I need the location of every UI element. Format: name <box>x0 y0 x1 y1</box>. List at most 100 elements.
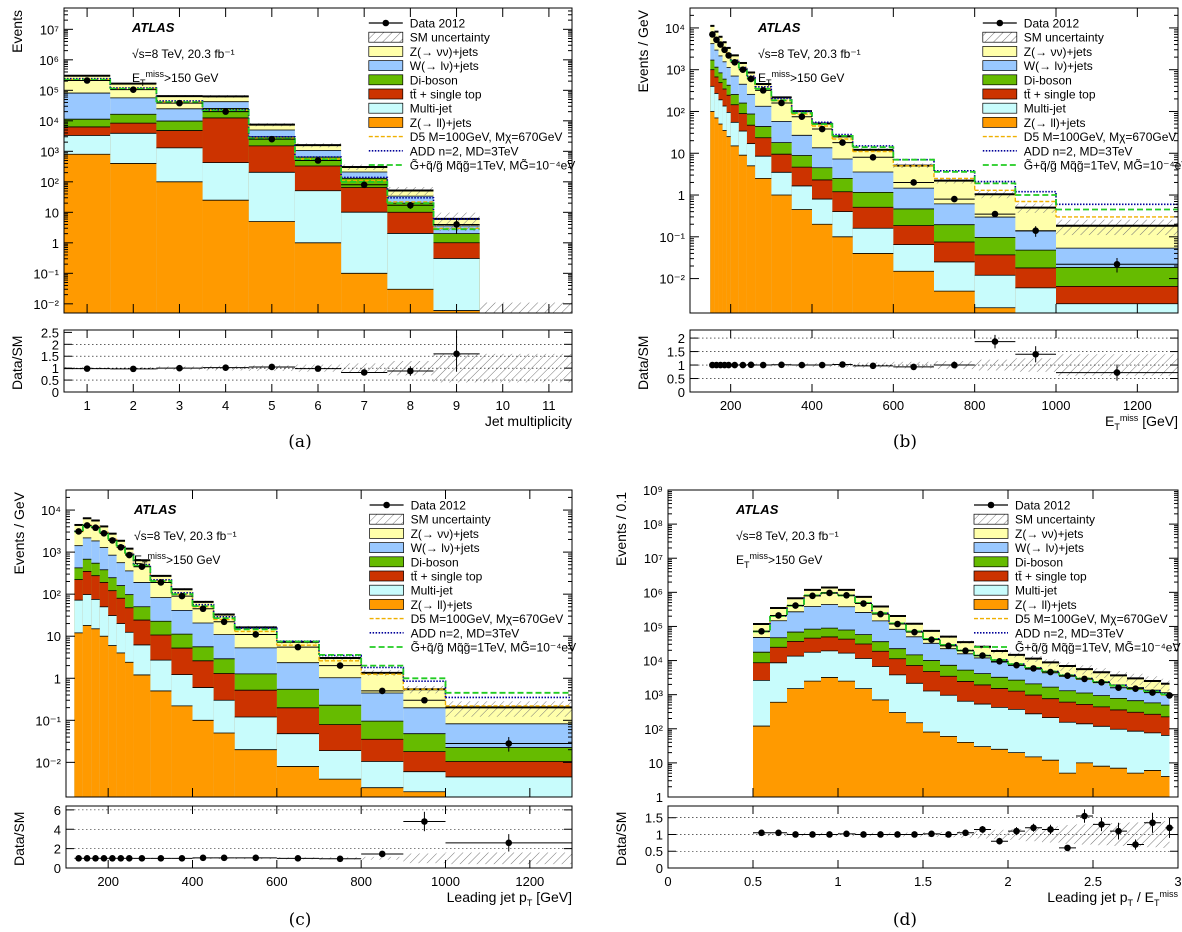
data-point <box>709 31 716 38</box>
ratio-y-tick-label: 0 <box>678 385 685 400</box>
stack-bar-zll <box>722 130 727 313</box>
legend-swatch-zll <box>973 599 1009 610</box>
legend-swatch-znunu <box>368 46 404 57</box>
data-point <box>1115 684 1122 692</box>
stack-bar-zll <box>403 791 446 797</box>
stack-bar-multijet <box>1161 735 1170 797</box>
data-point <box>109 537 116 544</box>
data-point <box>1064 672 1071 679</box>
data-point <box>421 696 428 704</box>
ratio-point <box>125 855 133 862</box>
ratio-unc-band <box>1015 358 1056 372</box>
legend-label-ttbar: tt̄ + single top <box>410 88 482 102</box>
ratio-point <box>129 365 137 373</box>
data-point <box>792 602 799 609</box>
legend-swatch-diboson <box>982 74 1018 86</box>
stack-bar-zll <box>110 163 157 313</box>
ratio-y-tick-label: 4 <box>54 822 61 837</box>
y-tick-label: 10³ <box>644 688 663 703</box>
energy-label: √s=8 TeV, 20.3 fb⁻¹ <box>134 529 237 543</box>
ratio-point <box>758 829 765 837</box>
legend-label-diboson: Di-boson <box>411 555 459 569</box>
legend-unc-swatch <box>982 31 1018 43</box>
data-point <box>138 563 146 570</box>
ratio-point <box>1047 826 1054 833</box>
legend-swatch-wlnu <box>368 60 404 71</box>
ratio-point <box>117 855 125 862</box>
data-point <box>877 610 884 618</box>
panel-caption: (a) <box>288 432 311 452</box>
ratio-frame <box>689 329 1179 393</box>
data-point <box>991 210 999 218</box>
ratio-point <box>157 855 165 862</box>
panel-caption: (b) <box>893 432 917 452</box>
panel-caption: (d) <box>893 910 917 930</box>
stack-bar-zll <box>812 224 833 313</box>
ratio-point <box>199 854 207 862</box>
data-point <box>843 591 850 599</box>
data-point <box>505 740 513 747</box>
ratio-point <box>725 361 732 369</box>
ratio-point <box>839 361 846 368</box>
ratio-point <box>759 361 767 369</box>
data-point <box>721 46 728 54</box>
ratio-y-tick-label: 2 <box>52 337 59 352</box>
panel-caption: (c) <box>289 910 312 930</box>
ratio-point <box>83 365 91 372</box>
legend-label-multijet: Multi-jet <box>1015 584 1058 598</box>
y-tick-label: 10² <box>644 722 663 737</box>
stack-bar-zll <box>718 124 723 313</box>
ratio-unc-band <box>1059 825 1076 844</box>
data-point <box>739 66 747 74</box>
legend-label-ttbar: tt̄ + single top <box>1024 88 1096 102</box>
legend-label-zll: Z(→ ll)+jets <box>1015 598 1077 612</box>
stack-bar-multijet <box>1015 287 1056 313</box>
y-tick-label: 10⁸ <box>643 517 663 532</box>
stack-bar-zll <box>294 242 342 313</box>
ratio-point <box>826 831 833 838</box>
legend-label-multijet: Multi-jet <box>410 102 453 116</box>
stack-bar-zll <box>770 702 787 797</box>
legend-label-unc: SM uncertainty <box>1015 513 1095 527</box>
y-tick-label: 10⁷ <box>40 22 59 37</box>
legend-swatch-wlnu <box>973 542 1009 553</box>
ratio-point <box>991 338 999 345</box>
sm-uncertainty-band <box>1144 676 1161 689</box>
y-tick-label: 10 <box>671 146 685 161</box>
legend-label-diboson: Di-boson <box>1024 73 1072 87</box>
legend-label-data: Data 2012 <box>1024 17 1080 31</box>
y-tick-label: 1 <box>678 188 685 203</box>
ratio-point <box>453 350 460 358</box>
y-tick-label: 10 <box>47 629 61 644</box>
x-tick-label: 2.5 <box>1084 874 1102 889</box>
stack-bar-zll <box>934 291 975 313</box>
ratio-point <box>979 826 986 833</box>
ratio-point <box>1030 824 1037 832</box>
data-point <box>713 36 720 44</box>
y-tick-label: 10⁻¹ <box>659 230 685 245</box>
data-point <box>951 195 958 203</box>
legend-label-znunu: Z(→ νν)+jets <box>1024 45 1092 59</box>
ratio-point <box>1098 821 1105 828</box>
ratio-area-a <box>64 335 572 383</box>
y-tick-label: 10⁴ <box>41 503 61 518</box>
ratio-y-tick-label: 0 <box>52 385 59 400</box>
ratio-unc-band <box>1127 822 1144 847</box>
stack-bar-zll <box>125 662 134 797</box>
legend-swatch-ttbar <box>982 88 1018 100</box>
y-tick-label: 10⁵ <box>39 83 59 98</box>
legend-data-marker <box>383 501 390 509</box>
stack-bar-zll <box>234 749 277 797</box>
x-tick-label: 200 <box>720 398 742 413</box>
ratio-y-label: Data/SM <box>613 812 629 866</box>
x-tick-label: 11 <box>542 398 556 413</box>
legend-label-diboson: Di-boson <box>1015 555 1063 569</box>
stack-bar-zll <box>1025 756 1042 797</box>
data-point <box>129 86 137 93</box>
legend-label-add: ADD n=2, MD=3TeV <box>410 144 519 158</box>
y-axis-label: Events / GeV <box>635 9 651 92</box>
y-tick-label: 10⁵ <box>643 619 663 634</box>
